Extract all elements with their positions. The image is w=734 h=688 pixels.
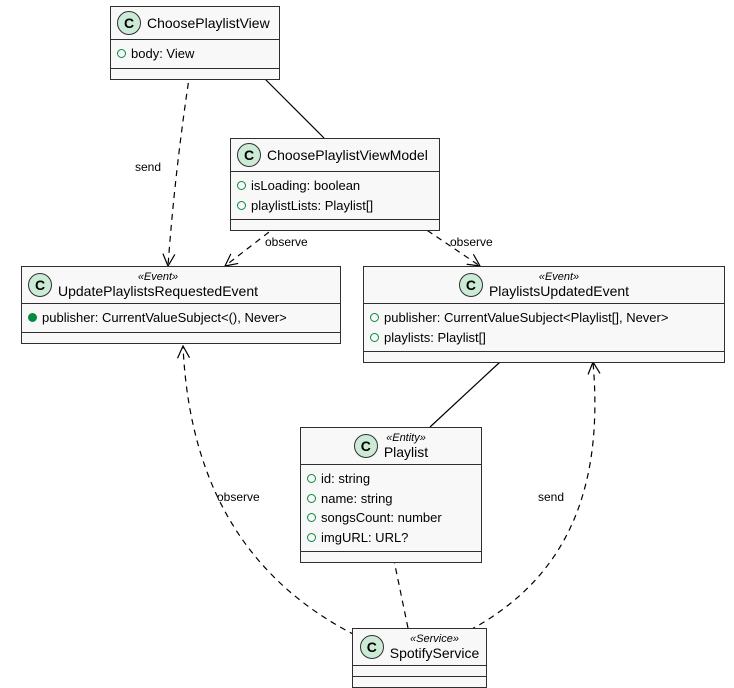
- attr-row: id: string: [307, 469, 475, 489]
- edge-aggregation-view-viewmodel: [258, 72, 324, 138]
- class-icon: C: [237, 143, 261, 167]
- dot-icon: [307, 533, 316, 542]
- attr-label: name: string: [321, 489, 393, 509]
- attr-label: publisher: CurrentValueSubject<(), Never…: [42, 308, 287, 328]
- attr-label: songsCount: number: [321, 508, 442, 528]
- diagram-stage: send observe observe observe send C Choo…: [0, 0, 734, 688]
- class-icon: C: [354, 434, 378, 458]
- dot-icon: [307, 474, 316, 483]
- dot-icon: [370, 313, 379, 322]
- attr-label: publisher: CurrentValueSubject<Playlist[…: [384, 308, 668, 328]
- dot-icon: [307, 494, 316, 503]
- class-name: ChoosePlaylistViewModel: [267, 147, 428, 163]
- attr-label: playlistLists: Playlist[]: [251, 196, 373, 216]
- attr-row: name: string: [307, 489, 475, 509]
- class-icon: C: [28, 273, 52, 297]
- attr-row: publisher: CurrentValueSubject<(), Never…: [28, 308, 334, 328]
- class-icon: C: [117, 11, 141, 35]
- attr-label: imgURL: URL?: [321, 528, 408, 548]
- class-playlistsUpdatedEvent: C «Event» PlaylistsUpdatedEvent publishe…: [363, 266, 725, 363]
- class-name: PlaylistsUpdatedEvent: [489, 283, 629, 299]
- edge-send-view-updateevent: [168, 72, 190, 266]
- label-observe-3: observe: [217, 490, 260, 504]
- class-stereotype: «Event»: [489, 271, 629, 283]
- class-name: ChoosePlaylistView: [147, 15, 270, 31]
- label-observe-2: observe: [450, 235, 493, 249]
- class-icon: C: [360, 635, 384, 659]
- attr-label: isLoading: boolean: [251, 176, 360, 196]
- class-name: UpdatePlaylistsRequestedEvent: [58, 283, 258, 299]
- attr-label: body: View: [131, 44, 194, 64]
- attr-row: playlistLists: Playlist[]: [237, 196, 433, 216]
- class-spotifyService: C «Service» SpotifyService: [352, 628, 487, 688]
- dot-icon: [237, 181, 246, 190]
- dot-icon: [28, 313, 37, 322]
- attr-label: id: string: [321, 469, 370, 489]
- label-send-2: send: [538, 490, 564, 504]
- dot-icon: [370, 333, 379, 342]
- attr-row: publisher: CurrentValueSubject<Playlist[…: [370, 308, 718, 328]
- attr-label: playlists: Playlist[]: [384, 328, 486, 348]
- dot-icon: [307, 513, 316, 522]
- label-observe-1: observe: [265, 235, 308, 249]
- attr-row: songsCount: number: [307, 508, 475, 528]
- class-choosePlaylistView: C ChoosePlaylistView body: View: [110, 6, 280, 80]
- class-playlist: C «Entity» Playlist id: string name: str…: [300, 427, 482, 563]
- attr-row: isLoading: boolean: [237, 176, 433, 196]
- class-name: SpotifyService: [390, 645, 479, 661]
- class-name: Playlist: [384, 444, 428, 460]
- class-stereotype: «Service»: [390, 633, 479, 645]
- dot-icon: [237, 201, 246, 210]
- class-updatePlaylistsRequestedEvent: C «Event» UpdatePlaylistsRequestedEvent …: [21, 266, 341, 344]
- attr-row: imgURL: URL?: [307, 528, 475, 548]
- edge-composition-playlist-playlistsupdated: [430, 362, 500, 427]
- dot-icon: [117, 49, 126, 58]
- class-stereotype: «Entity»: [384, 432, 428, 444]
- label-send-1: send: [135, 160, 161, 174]
- class-icon: C: [459, 273, 483, 297]
- attr-row: body: View: [117, 44, 273, 64]
- class-stereotype: «Event»: [58, 271, 258, 283]
- attr-row: playlists: Playlist[]: [370, 328, 718, 348]
- class-choosePlaylistViewModel: C ChoosePlaylistViewModel isLoading: boo…: [230, 138, 440, 231]
